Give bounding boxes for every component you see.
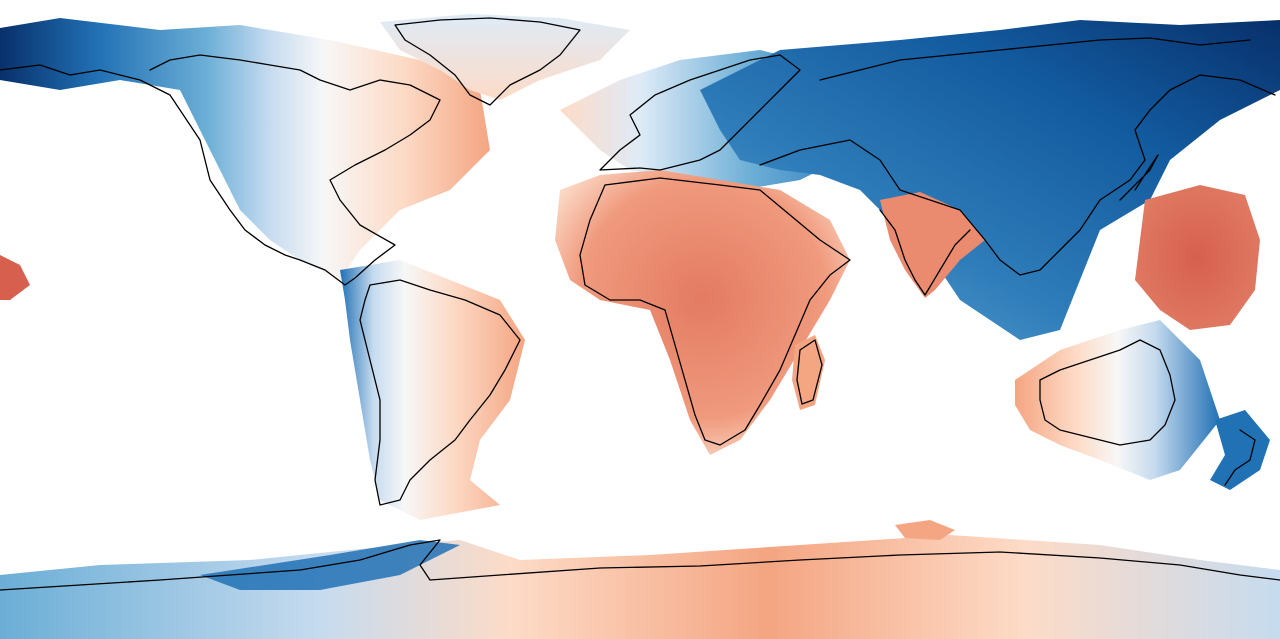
fill-region-australia [1015, 320, 1220, 480]
coastline-south-america [359, 279, 521, 506]
coastline-greenland [394, 17, 581, 106]
fill-region-pacific-patch [1135, 185, 1260, 330]
fill-region-asia [700, 20, 1280, 340]
coastline-new-zealand [1224, 429, 1256, 486]
coastline-africa [579, 177, 851, 446]
coastline-layer [0, 17, 1280, 591]
coastline-madagascar [796, 339, 823, 405]
fill-region-greenland [380, 14, 630, 100]
coastline-india [879, 209, 971, 296]
coastline-japan [1119, 154, 1159, 201]
fill-region-new-zealand [1210, 410, 1270, 490]
fill-region-southern-islands [895, 520, 955, 540]
coastline-asia [759, 37, 1276, 276]
fill-region-africa [555, 170, 850, 455]
coastline-australia [1039, 339, 1176, 446]
coastline-europe [599, 54, 801, 171]
coastline-antarctica [0, 539, 1280, 591]
anomaly-fill-layer [0, 14, 1280, 639]
coastline-north-america [0, 54, 441, 286]
fill-region-south-america [340, 260, 525, 520]
fill-region-antarctica [0, 535, 1280, 639]
fill-region-west-pacific-edge [0, 255, 30, 300]
fill-region-india [880, 192, 985, 298]
